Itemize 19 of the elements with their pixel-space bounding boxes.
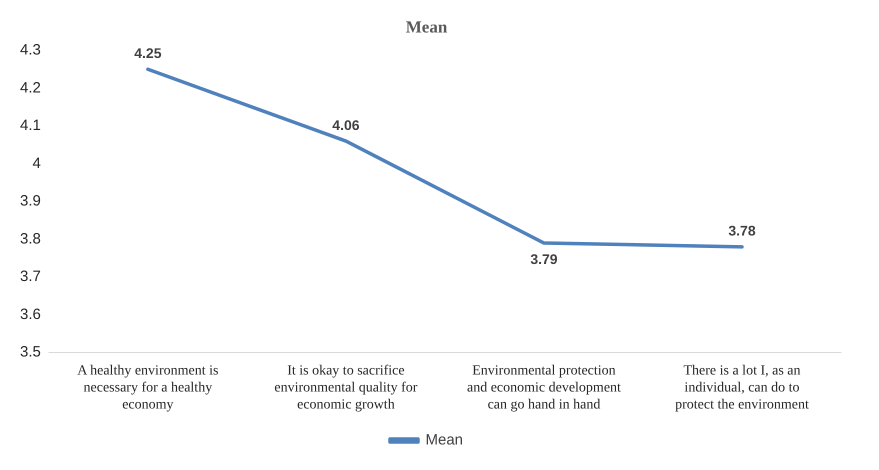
y-tick-label: 4.3 [20, 42, 41, 59]
y-tick-label: 4 [32, 154, 41, 172]
x-tick-label: Environmental protection and economic development can go hand in hand [466, 364, 622, 412]
y-tick-label: 3.7 [20, 268, 41, 286]
x-tick-label: A healthy environment is necessary for a healthy economy [77, 364, 218, 412]
chart-title: Mean [406, 18, 448, 37]
y-tick-label: 4.2 [20, 79, 41, 96]
y-tick-label: 3.5 [20, 344, 41, 361]
x-tick-label: There is a lot I, as an individual, can do to protect the environment [675, 364, 809, 412]
y-tick-label: 4.1 [20, 117, 41, 134]
data-label: 3.79 [530, 250, 558, 267]
x-tick-label: It is okay to sacrifice environmental quality for economic growth [274, 364, 418, 412]
y-tick-label: 3.6 [20, 306, 41, 323]
data-label: 4.06 [332, 116, 360, 133]
y-tick-label: 3.9 [20, 192, 41, 210]
data-label: 3.78 [728, 222, 756, 239]
data-label: 4.25 [134, 45, 162, 62]
legend-label: Mean [425, 432, 464, 449]
y-tick-label: 3.8 [20, 230, 41, 248]
